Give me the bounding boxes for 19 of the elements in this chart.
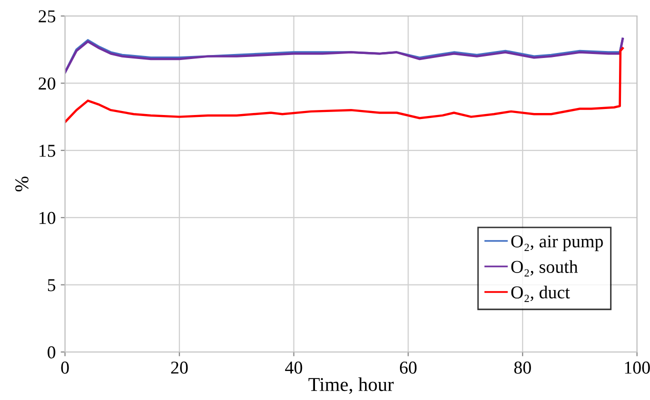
x-tick-label: 40 <box>285 362 302 374</box>
y-tick-label: 5 <box>48 279 56 292</box>
x-tick-label: 20 <box>171 362 188 374</box>
line-series <box>65 47 624 124</box>
x-axis-title: Time, hour <box>308 377 394 394</box>
y-tick-label: 20 <box>38 77 56 90</box>
y-tick-label: 0 <box>48 346 56 358</box>
y-tick-label: 25 <box>38 10 56 22</box>
legend-label: O₂, air pump <box>511 235 603 252</box>
x-tick-label: 60 <box>400 362 417 374</box>
line-series <box>65 38 624 74</box>
legend-label: O₂, south <box>511 260 578 276</box>
x-tick-label: 0 <box>61 362 69 374</box>
y-axis-title: % <box>15 176 28 192</box>
x-tick-label: 100 <box>625 362 650 374</box>
legend-label: O₂, duct <box>511 286 570 302</box>
x-tick-label: 80 <box>514 362 531 374</box>
y-tick-label: 10 <box>40 212 56 224</box>
y-tick-label: 15 <box>40 144 56 157</box>
